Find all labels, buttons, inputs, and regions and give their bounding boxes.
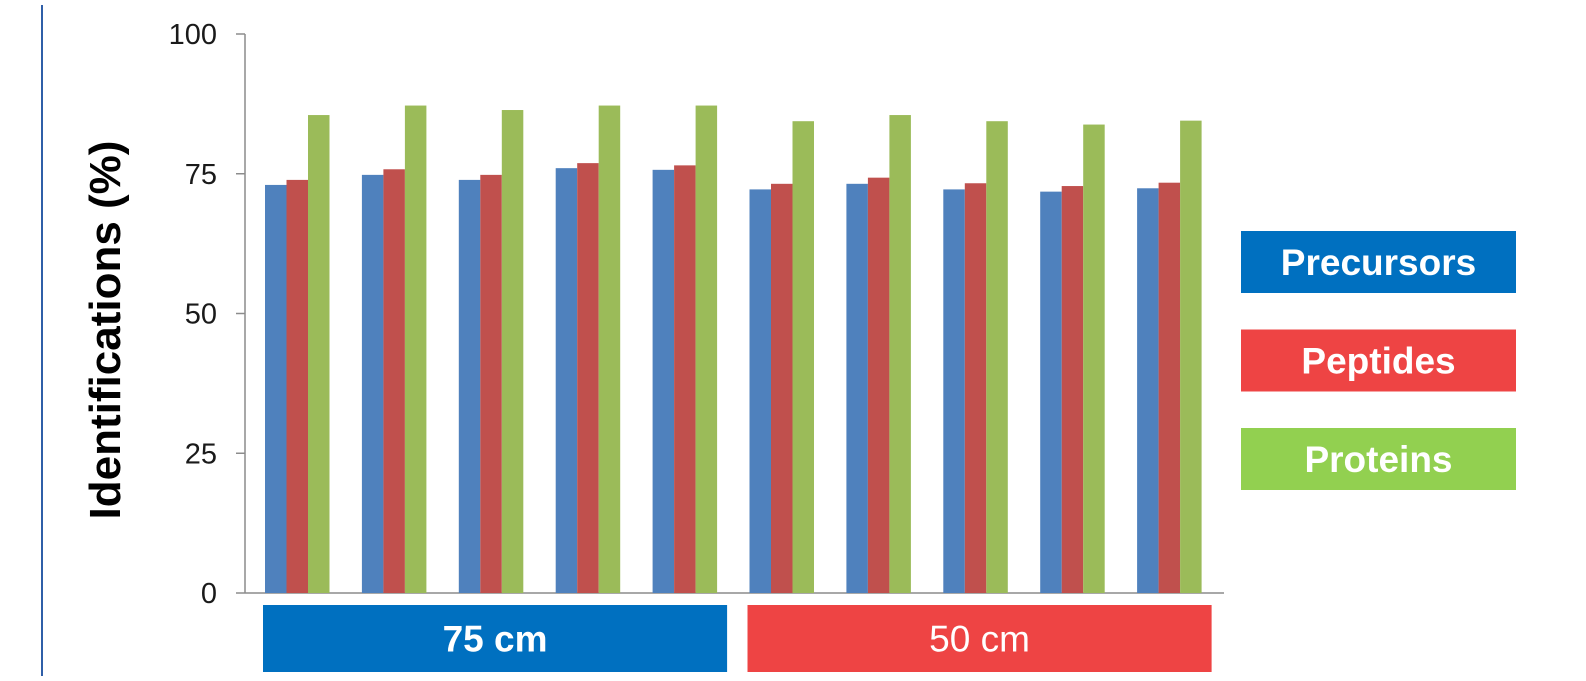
bar-precursors-9 xyxy=(1040,191,1062,593)
bar-proteins-3 xyxy=(501,110,524,594)
legend-label-peptides: Peptides xyxy=(1301,341,1455,382)
axes: 0 25 50 75 100 Identifications (%) xyxy=(81,19,1224,610)
bar-peptides-7 xyxy=(867,177,890,593)
legend: Precursors Peptides Proteins xyxy=(1241,231,1516,490)
legend-swatch-proteins xyxy=(1241,428,1516,490)
bar-precursors-5 xyxy=(652,169,675,593)
legend-swatch-precursors xyxy=(1241,231,1516,293)
group-band-2 xyxy=(747,605,1212,672)
bar-precursors-8 xyxy=(943,189,965,594)
bar-peptides-1 xyxy=(286,179,308,594)
bar-proteins-6 xyxy=(792,121,814,593)
bar-precursors-3 xyxy=(458,179,481,594)
bar-precursors-10 xyxy=(1137,188,1159,593)
bar-peptides-10 xyxy=(1158,182,1181,593)
bar-precursors-1 xyxy=(265,184,287,593)
legend-label-proteins: Proteins xyxy=(1304,439,1452,480)
bar-proteins-8 xyxy=(986,121,1008,593)
bar-proteins-5 xyxy=(695,105,718,593)
bar-proteins-9 xyxy=(1083,124,1105,594)
y-tick-label: 0 xyxy=(201,578,217,610)
group-label-2: 50 cm xyxy=(929,619,1030,660)
group-label-1: 75 cm xyxy=(443,619,548,660)
bar-peptides-3 xyxy=(480,174,502,594)
bar-precursors-6 xyxy=(749,189,771,594)
bar-proteins-4 xyxy=(598,105,621,593)
y-tick-label: 100 xyxy=(169,19,217,51)
legend-swatch-peptides xyxy=(1241,329,1516,392)
bar-peptides-9 xyxy=(1061,186,1084,593)
group-band-1 xyxy=(263,605,728,672)
bar-peptides-5 xyxy=(674,165,696,594)
group-bands: 75 cm 50 cm xyxy=(263,605,1212,672)
y-tick-label: 50 xyxy=(185,299,217,331)
bar-precursors-4 xyxy=(555,168,578,593)
bar-proteins-1 xyxy=(308,115,330,594)
bars xyxy=(265,105,1202,594)
y-axis-label: Identifications (%) xyxy=(81,141,130,520)
bar-peptides-6 xyxy=(771,183,793,593)
bar-peptides-4 xyxy=(577,163,599,593)
bar-peptides-2 xyxy=(383,169,405,593)
bar-peptides-8 xyxy=(964,183,987,594)
bar-proteins-10 xyxy=(1180,120,1202,594)
y-tick-label: 25 xyxy=(185,438,217,470)
y-tick-label: 75 xyxy=(185,159,217,191)
bar-precursors-2 xyxy=(361,174,384,594)
bar-precursors-7 xyxy=(846,183,868,593)
legend-label-precursors: Precursors xyxy=(1281,242,1476,283)
bar-proteins-2 xyxy=(404,105,427,593)
bar-proteins-7 xyxy=(889,115,911,594)
